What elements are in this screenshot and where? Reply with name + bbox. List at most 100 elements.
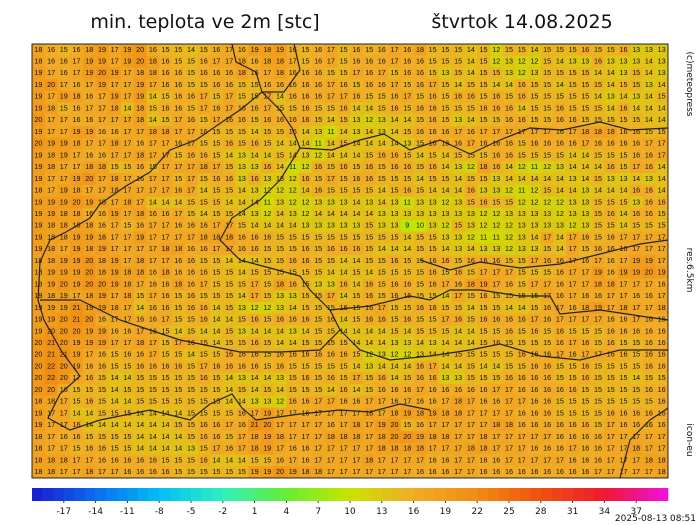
grid-cell (477, 79, 491, 92)
grid-value: 12 (492, 57, 500, 66)
grid-cell (324, 44, 338, 57)
grid-value: 14 (658, 80, 666, 89)
grid-value: 16 (174, 103, 182, 112)
grid-value: 14 (594, 68, 602, 77)
grid-cell (248, 102, 262, 115)
grid-cell (184, 102, 198, 115)
grid-value: 17 (251, 291, 259, 300)
grid-value: 16 (238, 244, 246, 253)
grid-value: 17 (111, 221, 119, 230)
grid-value: 17 (594, 315, 602, 324)
grid-cell (464, 44, 478, 57)
grid-value: 18 (149, 127, 157, 136)
grid-value: 16 (467, 385, 475, 394)
grid-value: 15 (200, 80, 208, 89)
grid-cell (350, 44, 364, 57)
grid-value: 14 (327, 139, 335, 148)
grid-value: 14 (314, 209, 322, 218)
grid-value: 19 (251, 467, 259, 476)
grid-value: 13 (263, 397, 271, 406)
grid-value: 17 (416, 385, 424, 394)
grid-value: 15 (607, 397, 615, 406)
grid-cell (222, 79, 236, 92)
grid-cell (197, 114, 211, 127)
grid-value: 16 (467, 92, 475, 101)
grid-cell (95, 90, 109, 103)
grid-value: 12 (518, 57, 526, 66)
grid-cell (400, 67, 414, 80)
colorbar-tick-label: 10 (344, 507, 356, 517)
grid-value: 17 (581, 315, 589, 324)
grid-value: 16 (480, 455, 488, 464)
grid-value: 16 (441, 467, 449, 476)
grid-cell (299, 114, 313, 127)
grid-value: 16 (391, 103, 399, 112)
grid-value: 15 (619, 115, 627, 124)
grid-value: 17 (162, 256, 170, 265)
grid-value: 15 (581, 115, 589, 124)
grid-value: 13 (391, 209, 399, 218)
grid-value: 16 (238, 45, 246, 54)
grid-value: 13 (391, 338, 399, 347)
grid-value: 15 (238, 139, 246, 148)
colorbar-segment (127, 488, 139, 501)
grid-value: 15 (263, 315, 271, 324)
grid-value: 17 (123, 92, 131, 101)
grid-value: 13 (276, 197, 284, 206)
grid-value: 19 (251, 45, 259, 54)
grid-cell (248, 55, 262, 68)
grid-value: 13 (454, 244, 462, 253)
grid-cell (451, 102, 465, 115)
grid-cell (477, 114, 491, 127)
grid-value: 18 (581, 303, 589, 312)
grid-value: 16 (301, 92, 309, 101)
grid-value: 16 (85, 92, 93, 101)
grid-value: 15 (187, 373, 195, 382)
grid-value: 15 (391, 232, 399, 241)
grid-value: 17 (111, 45, 119, 54)
grid-value: 19 (98, 326, 106, 335)
grid-value: 15 (212, 385, 220, 394)
grid-cell (426, 90, 440, 103)
grid-value: 17 (441, 315, 449, 324)
grid-value: 15 (391, 315, 399, 324)
grid-cell (337, 114, 351, 127)
grid-value: 15 (632, 361, 640, 370)
grid-value: 14 (212, 303, 220, 312)
grid-value: 15 (594, 232, 602, 241)
grid-value: 16 (505, 150, 513, 159)
grid-value: 15 (416, 115, 424, 124)
grid-value: 15 (454, 150, 462, 159)
grid-value: 15 (480, 174, 488, 183)
grid-value: 16 (645, 326, 653, 335)
grid-value: 16 (98, 221, 106, 230)
grid-value: 15 (441, 57, 449, 66)
grid-value: 15 (276, 232, 284, 241)
grid-value: 14 (530, 174, 538, 183)
grid-value: 14 (225, 397, 233, 406)
grid-value: 15 (187, 209, 195, 218)
grid-value: 15 (581, 408, 589, 417)
grid-value: 14 (441, 186, 449, 195)
map-date: štvrtok 14.08.2025 (431, 11, 612, 33)
grid-value: 19 (47, 268, 55, 277)
grid-value: 15 (238, 467, 246, 476)
grid-value: 16 (352, 45, 360, 54)
grid-cell (184, 114, 198, 127)
grid-value: 15 (594, 338, 602, 347)
grid-value: 17 (467, 432, 475, 441)
grid-cell (553, 67, 567, 80)
colorbar-segment (63, 488, 75, 501)
grid-value: 17 (594, 467, 602, 476)
grid-value: 20 (645, 268, 653, 277)
grid-value: 17 (263, 68, 271, 77)
grid-cell (578, 102, 592, 115)
grid-value: 16 (391, 92, 399, 101)
grid-value: 16 (505, 139, 513, 148)
grid-value: 17 (212, 221, 220, 230)
grid-value: 18 (263, 57, 271, 66)
grid-value: 16 (581, 444, 589, 453)
colorbar-tick-label: 7 (315, 507, 321, 517)
grid-value: 14 (607, 103, 615, 112)
grid-value: 19 (619, 268, 627, 277)
